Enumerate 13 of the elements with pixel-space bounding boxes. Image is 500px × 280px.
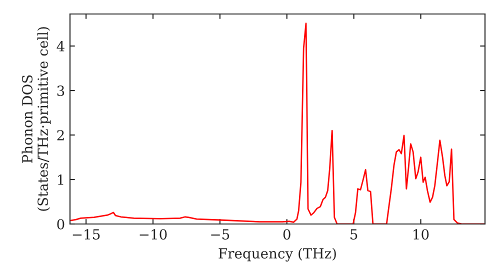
x-tick-label: −5 [211, 229, 230, 240]
x-tick-label: −15 [72, 229, 100, 240]
x-tick-label: 10 [414, 229, 429, 240]
y-tick-label: 3 [57, 85, 64, 96]
y-tick-label: 4 [56, 41, 64, 52]
y-axis-title: Phonon DOS (States/THz·primitive cell) [22, 27, 51, 211]
x-tick-label: 0 [283, 229, 290, 240]
y-tick-label: 0 [57, 218, 64, 230]
y-tick-label: 2 [57, 130, 64, 140]
y-tick-label: 1 [58, 174, 64, 185]
x-tick-label: 5 [350, 229, 358, 240]
x-tick-label: −10 [140, 229, 167, 240]
x-axis-title: Frequency (THz) [218, 248, 336, 262]
